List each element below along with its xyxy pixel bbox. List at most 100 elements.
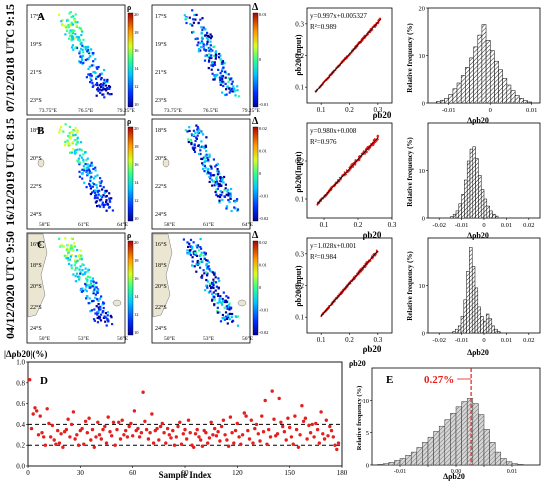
panel-d-point bbox=[87, 416, 91, 420]
map-swath-pixel bbox=[79, 43, 82, 46]
map-swath-pixel bbox=[210, 178, 214, 181]
panel-e-bar bbox=[382, 463, 390, 466]
map-swath-pixel bbox=[200, 36, 203, 39]
map-swath-pixel bbox=[236, 315, 239, 318]
map-swath-pixel bbox=[99, 194, 102, 197]
map-swath-pixel bbox=[91, 52, 94, 55]
hist-x-label-row3: Δρb20 bbox=[467, 348, 489, 357]
map-swath-pixel bbox=[89, 81, 92, 84]
map-swath-pixel bbox=[87, 67, 90, 71]
map-swath-pixel bbox=[213, 281, 216, 284]
map-swath-pixel bbox=[208, 282, 211, 285]
map-island-delta-row2 bbox=[162, 158, 170, 168]
map-swath-pixel bbox=[205, 149, 208, 153]
map-swath-pixel bbox=[88, 297, 91, 300]
map-lat-tick: 20°S bbox=[155, 155, 167, 162]
map-swath-pixel bbox=[109, 314, 112, 317]
map-swath-pixel bbox=[94, 293, 97, 296]
hist-x-tick-label: 0 bbox=[489, 107, 492, 114]
hist-bar bbox=[478, 175, 482, 219]
hist-x-tick-label: -0.02 bbox=[432, 337, 446, 344]
map-swath-pixel bbox=[94, 296, 97, 299]
map-swath-pixel bbox=[230, 306, 233, 309]
map-swath-pixel bbox=[97, 310, 100, 313]
map-swath-pixel bbox=[99, 73, 102, 76]
panel-d-point bbox=[251, 441, 255, 445]
map-swath-pixel bbox=[200, 131, 203, 134]
map-swath-pixel bbox=[196, 246, 199, 249]
map-swath-pixel bbox=[225, 305, 228, 308]
map-swath-pixel bbox=[103, 78, 106, 81]
map-swath-pixel bbox=[106, 317, 109, 320]
hist-bar bbox=[452, 331, 456, 334]
map-swath-pixel bbox=[194, 139, 197, 143]
map-swath-pixel bbox=[79, 61, 82, 64]
map-swath-pixel bbox=[228, 91, 231, 94]
panel-d-frame bbox=[27, 361, 343, 467]
panel-d-point bbox=[151, 441, 156, 445]
map-swath-pixel bbox=[211, 285, 214, 289]
panel-d-point bbox=[200, 444, 205, 448]
map-swath-pixel bbox=[203, 164, 206, 167]
hist-bar bbox=[469, 247, 473, 334]
map-swath-pixel bbox=[85, 159, 88, 162]
panel-d-point bbox=[82, 442, 86, 446]
map-swath-pixel bbox=[95, 305, 98, 308]
map-swath-pixel bbox=[89, 282, 93, 285]
panel-d-point bbox=[183, 427, 187, 432]
map-swath-pixel bbox=[69, 248, 72, 251]
map-swath-pixel bbox=[226, 190, 229, 193]
map-swath-pixel bbox=[67, 262, 71, 265]
map-coastline-delta-row3 bbox=[152, 233, 173, 318]
map-swath-pixel bbox=[88, 55, 91, 58]
map-swath-pixel bbox=[208, 59, 211, 62]
map-swath-pixel bbox=[211, 49, 214, 52]
map-swath-pixel bbox=[71, 31, 74, 34]
map-lat-tick: 24°S bbox=[30, 211, 42, 218]
hist-bar bbox=[466, 271, 470, 334]
map-swath-pixel bbox=[236, 89, 239, 92]
map-swath-pixel bbox=[92, 283, 96, 286]
map-swath-pixel bbox=[222, 291, 225, 294]
map-swath-pixel bbox=[105, 89, 108, 92]
panel-e-x-tick-label: -0.01 bbox=[394, 469, 407, 475]
scatter-y-tick-label: 0.1 bbox=[295, 314, 304, 322]
panel-d-point bbox=[281, 424, 285, 429]
map-swath-pixel bbox=[187, 138, 190, 141]
map-swath-pixel bbox=[102, 186, 105, 189]
map-swath-pixel bbox=[92, 84, 95, 87]
map-swath-pixel bbox=[206, 172, 209, 175]
map-swath-pixel bbox=[221, 68, 224, 71]
map-swath-pixel bbox=[111, 209, 114, 212]
map-swath-pixel bbox=[111, 323, 114, 326]
map-lon-tick: 61°E bbox=[78, 221, 90, 228]
hist-x-tick-label: -0.01 bbox=[455, 337, 469, 344]
panel-d-point bbox=[225, 438, 229, 442]
panel-d-point bbox=[228, 415, 233, 419]
map-swath-pixel bbox=[73, 18, 76, 21]
map-swath-pixel bbox=[199, 253, 203, 256]
map-lat-tick: 18°S bbox=[155, 262, 167, 269]
colorbar-tick: 18 bbox=[134, 258, 139, 263]
hist-bar bbox=[464, 179, 468, 219]
scatter-x-tick-label: 0.1 bbox=[320, 221, 329, 229]
panel-d-point bbox=[329, 428, 334, 433]
map-swath-pixel bbox=[226, 307, 229, 310]
colorbar-title: ρ bbox=[127, 3, 131, 12]
map-swath-pixel bbox=[206, 42, 209, 45]
map-swath-pixel bbox=[61, 24, 64, 27]
map-swath-pixel bbox=[202, 43, 205, 46]
hist-bar bbox=[444, 98, 450, 104]
panel-d-point bbox=[144, 427, 149, 432]
map-swath-pixel bbox=[70, 16, 73, 19]
panel-d-point bbox=[83, 419, 88, 423]
map-swath-pixel bbox=[219, 83, 222, 86]
panel-d-point bbox=[254, 422, 259, 427]
map-swath-pixel bbox=[195, 124, 198, 127]
map-lon-tick: 64°E bbox=[242, 221, 254, 228]
map-swath-pixel bbox=[98, 316, 102, 319]
map-swath-pixel bbox=[79, 141, 83, 144]
panel-d-point bbox=[68, 435, 72, 439]
map-swath-pixel bbox=[186, 249, 189, 252]
map-swath-pixel bbox=[190, 247, 194, 250]
